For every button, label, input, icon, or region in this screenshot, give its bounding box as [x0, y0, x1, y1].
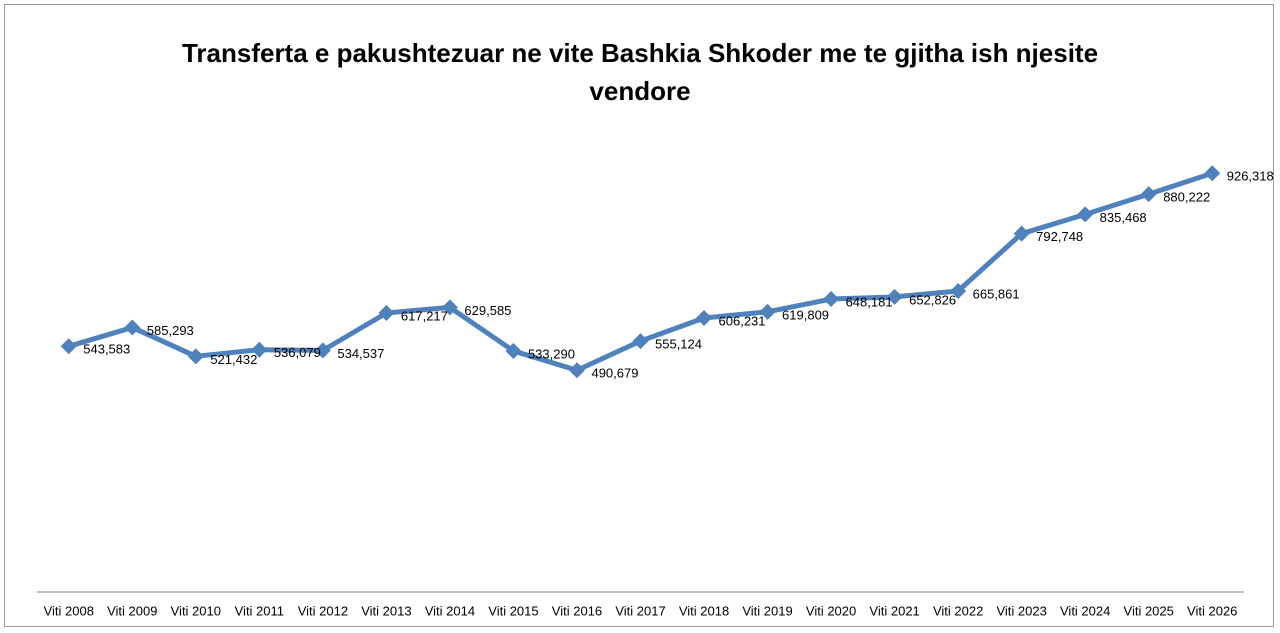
- x-tick-label: Viti 2014: [425, 603, 475, 618]
- data-label: 606,231: [719, 313, 766, 328]
- data-label: 536,079: [274, 345, 321, 360]
- data-label: 926,318: [1227, 169, 1274, 184]
- marker: [632, 333, 649, 350]
- data-label: 533,290: [528, 346, 575, 361]
- x-tick-label: Viti 2020: [806, 603, 856, 618]
- data-label: 617,217: [401, 308, 448, 323]
- data-label: 490,679: [591, 366, 638, 381]
- chart-title: Transferta e pakushtezuar ne vite Bashki…: [181, 38, 1099, 106]
- x-tick-label: Viti 2018: [679, 603, 729, 618]
- data-label: 534,537: [337, 346, 384, 361]
- marker: [124, 319, 141, 336]
- data-label: 543,583: [83, 342, 130, 357]
- marker: [1013, 225, 1030, 242]
- marker: [759, 303, 776, 320]
- data-label: 835,468: [1100, 210, 1147, 225]
- data-label: 648,181: [846, 294, 893, 309]
- chart-frame: [4, 4, 1274, 627]
- x-tick-label: Viti 2009: [107, 603, 157, 618]
- x-tick-label: Viti 2013: [361, 603, 411, 618]
- x-tick-label: Viti 2022: [933, 603, 983, 618]
- marker: [378, 305, 395, 322]
- data-label: 665,861: [973, 286, 1020, 301]
- data-label: 792,748: [1036, 229, 1083, 244]
- marker: [60, 338, 77, 355]
- x-tick-label: Viti 2010: [171, 603, 221, 618]
- x-tick-label: Viti 2025: [1124, 603, 1174, 618]
- data-label: 585,293: [147, 323, 194, 338]
- marker: [1140, 186, 1157, 203]
- marker: [950, 283, 967, 300]
- x-tick-label: Viti 2019: [742, 603, 792, 618]
- x-tick-label: Viti 2016: [552, 603, 602, 618]
- marker: [823, 291, 840, 308]
- data-label: 629,585: [464, 303, 511, 318]
- marker: [696, 309, 713, 326]
- marker: [505, 342, 522, 359]
- x-tick-label: Viti 2017: [615, 603, 665, 618]
- x-tick-label: Viti 2026: [1187, 603, 1237, 618]
- x-tick-label: Viti 2021: [869, 603, 919, 618]
- data-label: 555,124: [655, 337, 702, 352]
- x-tick-label: Viti 2011: [235, 603, 284, 618]
- marker: [1204, 165, 1221, 182]
- marker: [441, 299, 458, 316]
- data-label: 619,809: [782, 307, 829, 322]
- marker: [568, 362, 585, 379]
- marker: [314, 342, 331, 359]
- data-label: 652,826: [909, 292, 956, 307]
- marker: [1077, 206, 1094, 223]
- data-label: 521,432: [210, 352, 257, 367]
- x-tick-label: Viti 2012: [298, 603, 348, 618]
- marker: [886, 288, 903, 305]
- x-tick-label: Viti 2008: [44, 603, 94, 618]
- data-label: 880,222: [1163, 190, 1210, 205]
- x-tick-label: Viti 2023: [996, 603, 1046, 618]
- x-tick-label: Viti 2024: [1060, 603, 1110, 618]
- x-tick-label: Viti 2015: [488, 603, 538, 618]
- marker: [187, 348, 204, 365]
- marker: [251, 341, 268, 358]
